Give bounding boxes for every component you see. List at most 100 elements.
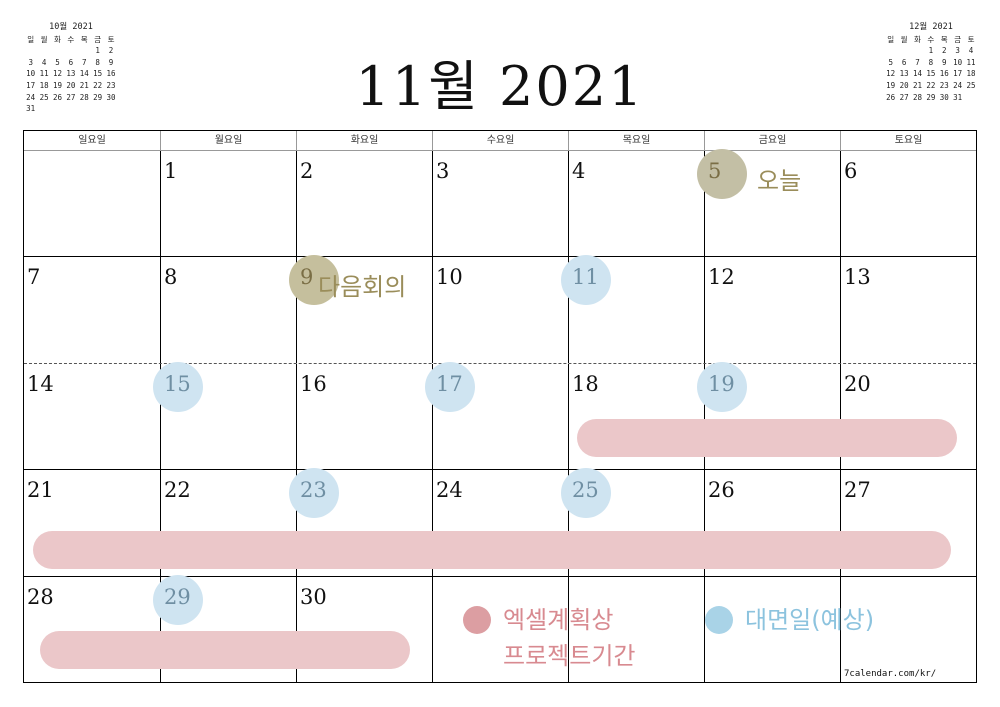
mini-day: 3: [28, 57, 33, 67]
visit-marker: [561, 468, 611, 519]
day-cell[interactable]: 27: [840, 470, 976, 576]
mini-day: 20: [66, 80, 76, 90]
weekday-header: 토요일: [840, 131, 976, 150]
site-credit[interactable]: 7calendar.com/kr/: [844, 669, 937, 679]
day-cell-today[interactable]: 5 오늘: [697, 149, 840, 257]
mini-weekday: 토: [967, 34, 975, 44]
mini-day: 12: [52, 69, 62, 79]
mini-day: 23: [106, 80, 116, 90]
mini-weekday: 금: [954, 34, 962, 44]
day-cell-meeting[interactable]: 9 다음회의: [289, 255, 432, 363]
day-cell[interactable]: 22: [160, 470, 296, 576]
mini-day: 25: [966, 80, 976, 90]
day-cell-visit[interactable]: 23: [289, 468, 432, 576]
mini-week-row: 19 20 21 22 23 24 25: [884, 80, 978, 92]
day-cell[interactable]: 12: [704, 257, 840, 363]
day-cell[interactable]: [840, 576, 976, 683]
mini-day: 5: [888, 57, 893, 67]
day-cell[interactable]: [704, 576, 840, 683]
mini-day: 10: [26, 69, 36, 79]
mini-day: [964, 92, 977, 104]
weekday-header-row: 일요일 월요일 화요일 수요일 목요일 금요일 토요일: [24, 131, 976, 151]
mini-day: 16: [939, 69, 949, 79]
mini-day: 24: [953, 80, 963, 90]
day-cell-visit[interactable]: 15: [153, 361, 296, 470]
mini-day: 2: [942, 46, 947, 56]
mini-day: 28: [912, 92, 922, 102]
day-cell[interactable]: 21: [24, 470, 160, 575]
mini-day: [78, 45, 91, 57]
day-number: 5: [708, 159, 722, 183]
mini-weekday: 월: [40, 34, 48, 44]
day-cell[interactable]: 13: [840, 257, 976, 363]
day-cell[interactable]: [24, 151, 160, 256]
day-cell-visit[interactable]: 17: [425, 361, 568, 470]
day-number: 10: [436, 265, 463, 290]
day-number: 18: [572, 371, 599, 396]
day-number: 2: [300, 159, 314, 183]
mini-day: 17: [953, 69, 963, 79]
day-number: 17: [436, 371, 463, 396]
mini-day: [897, 45, 910, 57]
mini-day: 11: [966, 57, 976, 67]
day-cell-visit[interactable]: 11: [561, 255, 704, 363]
calendar-title: 11월 2021: [355, 55, 645, 118]
mini-day: 9: [108, 57, 114, 67]
mini-weekday: 토: [107, 34, 115, 44]
project-period-bar: [40, 630, 410, 669]
visit-marker: [153, 574, 203, 625]
day-cell[interactable]: 2: [296, 151, 432, 257]
mini-weekday: 월: [900, 34, 908, 44]
mini-day: 24: [26, 92, 36, 102]
meeting-marker: [289, 255, 339, 306]
day-number: 12: [708, 265, 735, 290]
legend-project-line1: 엑셀계획상: [503, 606, 614, 634]
mini-weekday: 금: [94, 34, 102, 44]
mini-day: 4: [968, 46, 974, 56]
week-row: 14 15 16 17 18 19 20: [24, 361, 976, 471]
mini-day: 12: [886, 69, 896, 79]
day-number: 28: [27, 584, 54, 609]
month-grid: 일요일 월요일 화요일 수요일 목요일 금요일 토요일 1 2 3 4 5 오늘…: [23, 130, 977, 683]
day-cell[interactable]: 18: [568, 363, 704, 470]
day-cell[interactable]: 1: [160, 151, 296, 257]
weekday-header: 목요일: [568, 131, 704, 150]
mini-calendar-title: 10월 2021: [49, 22, 93, 32]
day-cell[interactable]: [568, 576, 704, 683]
mini-days: 1 2 3 4 5 6 7 8 9 10 11 12 13 14 15 16 17 18 19 20 21 22 23 24 2…: [24, 45, 118, 115]
mini-day: [51, 45, 64, 57]
mini-day: 14: [912, 69, 922, 79]
mini-weekday-row: 일 월 화 수 목 금 토: [884, 34, 978, 46]
mini-weekday: 일: [27, 34, 35, 44]
day-number: 9: [300, 265, 314, 290]
day-cell-visit[interactable]: 29: [153, 574, 296, 683]
mini-day: 22: [93, 80, 103, 90]
day-cell[interactable]: 30: [296, 576, 432, 683]
day-cell[interactable]: 4: [568, 151, 704, 257]
visit-marker: [697, 361, 747, 412]
day-cell[interactable]: 3: [432, 151, 568, 257]
day-cell-visit[interactable]: 25: [561, 468, 704, 576]
visit-marker: [561, 255, 611, 306]
day-number: 15: [164, 371, 191, 396]
mini-day: 7: [82, 57, 87, 67]
mini-day: 4: [41, 57, 47, 67]
day-cell-visit[interactable]: 19: [697, 361, 840, 470]
day-number: 6: [844, 159, 858, 183]
day-cell[interactable]: 26: [704, 470, 840, 576]
day-cell[interactable]: 20: [840, 363, 976, 470]
day-cell[interactable]: 7: [24, 257, 160, 362]
day-cell[interactable]: 6: [840, 151, 976, 257]
day-cell[interactable]: 24: [432, 470, 568, 576]
day-number: 19: [708, 371, 735, 396]
day-cell[interactable]: 28: [24, 577, 160, 683]
legend-visit-swatch: [705, 606, 733, 634]
mini-weekday-row: 일 월 화 수 목 금 토: [24, 34, 118, 46]
mini-day: 27: [66, 92, 76, 102]
day-cell[interactable]: 8: [160, 257, 296, 363]
day-cell[interactable]: [432, 576, 568, 683]
day-cell[interactable]: 14: [24, 364, 160, 469]
day-cell[interactable]: 16: [296, 363, 432, 470]
day-cell[interactable]: 10: [432, 257, 568, 363]
